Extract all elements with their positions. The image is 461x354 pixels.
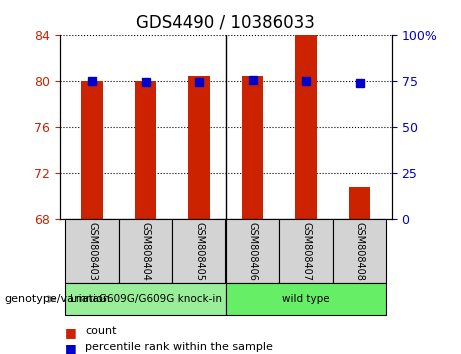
Text: ■: ■ <box>65 342 76 354</box>
Text: LmnaG609G/G609G knock-in: LmnaG609G/G609G knock-in <box>70 294 222 304</box>
Bar <box>135 81 156 219</box>
Text: GSM808405: GSM808405 <box>194 222 204 281</box>
Text: GSM808406: GSM808406 <box>248 222 258 281</box>
Text: ■: ■ <box>65 326 76 339</box>
FancyBboxPatch shape <box>279 219 333 283</box>
Bar <box>296 35 317 219</box>
FancyBboxPatch shape <box>226 283 386 315</box>
Text: percentile rank within the sample: percentile rank within the sample <box>85 342 273 352</box>
Text: count: count <box>85 326 117 336</box>
Bar <box>349 187 371 219</box>
Bar <box>189 76 210 219</box>
FancyBboxPatch shape <box>226 219 279 283</box>
FancyBboxPatch shape <box>333 219 386 283</box>
Text: GSM808404: GSM808404 <box>141 222 151 281</box>
FancyBboxPatch shape <box>65 219 119 283</box>
Text: genotype/variation: genotype/variation <box>5 294 111 304</box>
Text: GSM808408: GSM808408 <box>355 222 365 281</box>
FancyBboxPatch shape <box>65 283 226 315</box>
Text: GSM808403: GSM808403 <box>87 222 97 281</box>
Bar <box>81 81 103 219</box>
FancyBboxPatch shape <box>119 219 172 283</box>
Text: GSM808407: GSM808407 <box>301 222 311 281</box>
Title: GDS4490 / 10386033: GDS4490 / 10386033 <box>136 13 315 31</box>
Bar <box>242 76 263 219</box>
Text: wild type: wild type <box>283 294 330 304</box>
FancyBboxPatch shape <box>172 219 226 283</box>
